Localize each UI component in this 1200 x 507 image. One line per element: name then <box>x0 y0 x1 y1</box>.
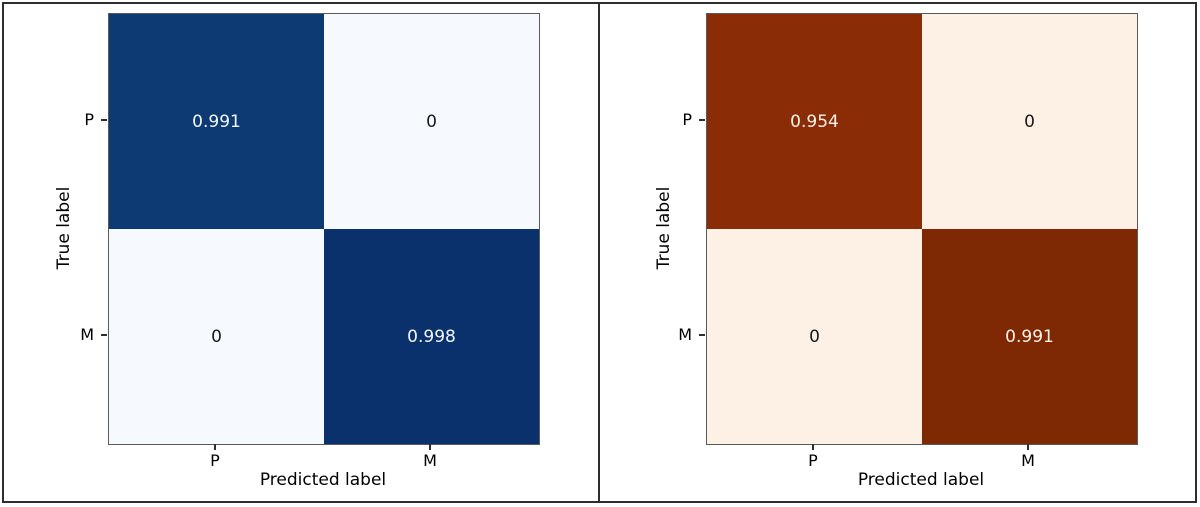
cell-true-p-pred-p: 0.954 <box>707 14 922 229</box>
x-tick-label-m: M <box>1021 451 1035 470</box>
cell-true-p-pred-m: 0 <box>324 14 539 229</box>
cell-true-p-pred-p: 0.991 <box>109 14 324 229</box>
cell-true-m-pred-p: 0 <box>707 229 922 444</box>
y-tick-mark <box>101 334 107 336</box>
cell-true-m-pred-m: 0.998 <box>324 229 539 444</box>
confusion-matrix-panel-oranges: True label P M 0.954 0 0 0.991 P M Predi… <box>600 0 1198 507</box>
x-axis-label: Predicted label <box>259 470 387 490</box>
y-axis-label: True label <box>54 186 74 270</box>
x-tick-mark <box>214 444 216 450</box>
y-tick-label-m: M <box>678 325 692 344</box>
panel-divider <box>598 2 600 503</box>
y-tick-mark <box>101 119 107 121</box>
y-tick-mark <box>699 119 705 121</box>
cell-true-m-pred-p: 0 <box>109 229 324 444</box>
confusion-matrix-panel-blues: True label P M 0.991 0 0 0.998 P M Predi… <box>0 0 598 507</box>
heatmap-grid: 0.991 0 0 0.998 <box>108 13 540 445</box>
heatmap-grid: 0.954 0 0 0.991 <box>706 13 1138 445</box>
y-tick-label-m: M <box>80 325 94 344</box>
cell-true-p-pred-m: 0 <box>922 14 1137 229</box>
x-tick-label-p: P <box>808 451 818 470</box>
y-tick-mark <box>699 334 705 336</box>
x-tick-label-p: P <box>210 451 220 470</box>
x-tick-mark <box>429 444 431 450</box>
x-axis-label: Predicted label <box>857 470 985 490</box>
x-tick-mark <box>812 444 814 450</box>
cell-true-m-pred-m: 0.991 <box>922 229 1137 444</box>
y-tick-label-p: P <box>84 110 94 129</box>
y-axis-label: True label <box>654 186 674 270</box>
y-tick-label-p: P <box>682 110 692 129</box>
x-tick-mark <box>1027 444 1029 450</box>
x-tick-label-m: M <box>423 451 437 470</box>
